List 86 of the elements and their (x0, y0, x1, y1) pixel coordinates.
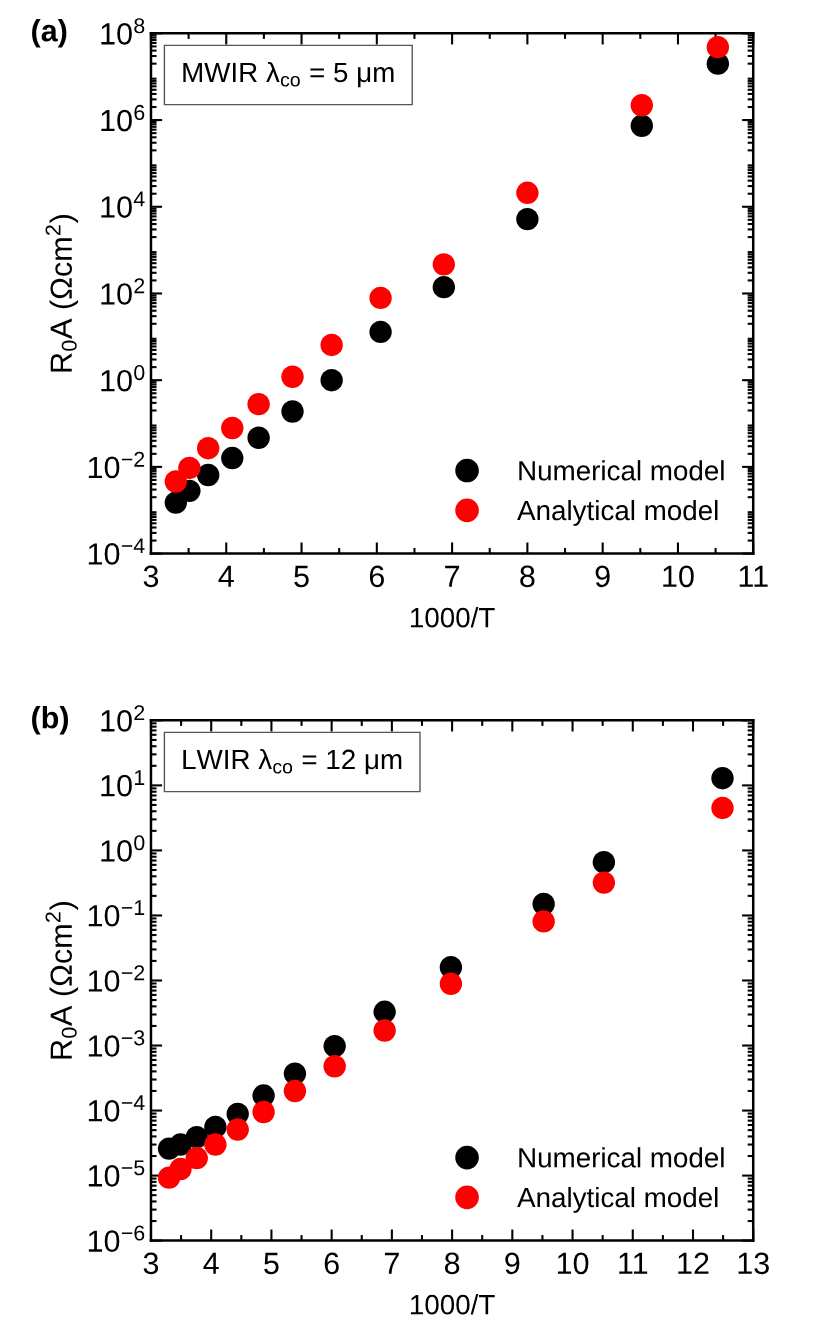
x-tick-label: 6 (324, 1252, 339, 1275)
x-tick-label: 7 (445, 565, 460, 587)
point (516, 181, 539, 204)
point (221, 446, 244, 470)
point (323, 1034, 346, 1058)
point (439, 972, 463, 995)
point (247, 392, 270, 416)
x-tick-label: 4 (218, 565, 234, 587)
point (323, 1055, 346, 1078)
y-tick-label: 10$^{−3}$ (88, 1030, 145, 1057)
point (185, 1125, 208, 1149)
point (630, 94, 654, 117)
point (516, 207, 539, 231)
point (196, 437, 220, 460)
text: (b) (32, 706, 69, 735)
point (432, 253, 456, 276)
point (185, 1146, 208, 1170)
x-tick-label: 10 (557, 1252, 589, 1275)
text: (a) (32, 19, 67, 48)
x-axis-title: 1000/T (410, 607, 495, 628)
x-tick-label: 3 (143, 565, 159, 588)
y-tick-label: 10$^{−2}$ (88, 965, 145, 992)
point (711, 767, 734, 790)
point (226, 1118, 249, 1141)
point (711, 796, 734, 820)
y-tick-label: 10$^{−5}$ (88, 1160, 145, 1187)
legend-label: Numerical model (519, 460, 724, 481)
legend-label: Analytical model (517, 1186, 718, 1213)
annotation: MWIR λ$_{co}$ = 5 μm (183, 61, 394, 88)
point (164, 470, 188, 493)
x-tick-label: 11 (739, 565, 768, 587)
x-tick-label: 8 (444, 1252, 460, 1275)
y-axis-title: R$_{0}$A (Ωcm$^{2}$) (45, 215, 79, 372)
point (283, 1079, 307, 1103)
point (373, 1019, 396, 1042)
x-tick-label: 6 (369, 565, 384, 588)
x-tick-label: 12 (678, 1252, 709, 1274)
y-tick-label: 10$^{4}$ (101, 191, 145, 218)
y-tick-label: 10$^{−4}$ (88, 538, 145, 565)
point (369, 320, 392, 344)
x-tick-label: 13 (738, 1252, 769, 1275)
point (196, 463, 220, 487)
x-tick-label: 5 (264, 1252, 279, 1275)
point (532, 910, 555, 933)
point (252, 1100, 275, 1124)
x-tick-label: 8 (520, 565, 535, 588)
point (592, 850, 616, 874)
point (320, 333, 343, 357)
point (630, 114, 654, 137)
y-tick-label: 10$^{−6}$ (88, 1225, 145, 1252)
x-tick-label: 11 (619, 1252, 648, 1274)
y-tick-label: 10$^{2}$ (101, 705, 145, 732)
y-tick-label: 10$^{8}$ (101, 18, 145, 45)
point (204, 1133, 227, 1156)
point (178, 456, 201, 480)
x-tick-label: 5 (294, 565, 309, 588)
point (169, 1157, 192, 1181)
legend-label: Numerical model (519, 1147, 724, 1168)
y-tick-label: 10$^{0}$ (101, 364, 145, 392)
y-tick-label: 10$^{6}$ (101, 104, 145, 132)
y-tick-label: 10$^{−2}$ (88, 451, 145, 479)
point (281, 400, 304, 423)
x-tick-label: 4 (203, 1252, 219, 1274)
y-tick-label: 10$^{−4}$ (88, 1095, 145, 1122)
x-tick-label: 3 (143, 1252, 159, 1275)
point (706, 35, 730, 59)
x-axis-title: 1000/T (410, 1294, 495, 1315)
y-tick-label: 10$^{2}$ (101, 278, 145, 305)
annotation: LWIR λ$_{co}$ = 12 μm (183, 748, 402, 775)
y-tick-label: 10$^{−1}$ (88, 900, 145, 927)
y-tick-label: 10$^{0}$ (101, 835, 145, 862)
x-tick-label: 9 (505, 1252, 520, 1275)
point (373, 1000, 396, 1023)
x-tick-label: 7 (384, 1252, 399, 1274)
x-tick-label: 10 (663, 565, 694, 588)
point (281, 365, 304, 388)
y-axis-title: R$_{0}$A (Ωcm$^{2}$) (45, 902, 79, 1059)
point (369, 286, 392, 310)
point (320, 368, 343, 392)
y-tick-label: 10$^{1}$ (101, 770, 145, 797)
point (432, 275, 456, 299)
point (221, 416, 244, 440)
point (247, 426, 270, 449)
x-tick-label: 9 (595, 565, 610, 588)
legend-label: Analytical model (517, 499, 718, 526)
point (592, 871, 616, 894)
